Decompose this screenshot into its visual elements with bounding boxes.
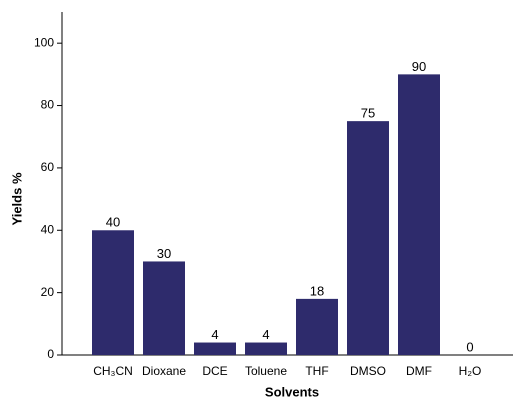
value-label: 40	[106, 215, 120, 230]
bar	[398, 74, 440, 355]
bar	[245, 342, 287, 355]
y-tick-label: 0	[47, 347, 54, 361]
bar	[347, 121, 389, 356]
value-label: 90	[412, 59, 426, 74]
y-axis-label: Yields %	[9, 172, 24, 225]
y-tick-label: 20	[41, 285, 55, 299]
x-tick-label: H₂O	[459, 364, 482, 378]
value-label: 4	[211, 327, 218, 342]
bar	[194, 342, 236, 355]
value-label: 18	[310, 283, 324, 298]
value-label: 0	[466, 339, 473, 354]
x-tick-label: THF	[305, 364, 328, 378]
y-tick-label: 80	[41, 98, 55, 112]
x-axis-label: Solvents	[265, 384, 319, 398]
x-tick-label: DMF	[406, 364, 432, 378]
x-tick-label: DMSO	[350, 364, 386, 378]
bar	[143, 261, 185, 355]
value-label: 75	[361, 106, 375, 121]
value-label: 30	[157, 246, 171, 261]
y-tick-label: 40	[41, 222, 55, 236]
x-tick-label: Toluene	[245, 364, 287, 378]
bar	[296, 298, 338, 355]
y-tick-label: 100	[34, 35, 54, 49]
x-tick-label: DCE	[202, 364, 227, 378]
bar	[92, 230, 134, 355]
value-label: 4	[262, 327, 269, 342]
x-tick-label: Dioxane	[142, 364, 186, 378]
y-tick-label: 60	[41, 160, 55, 174]
x-tick-label: CH₃CN	[93, 364, 133, 378]
